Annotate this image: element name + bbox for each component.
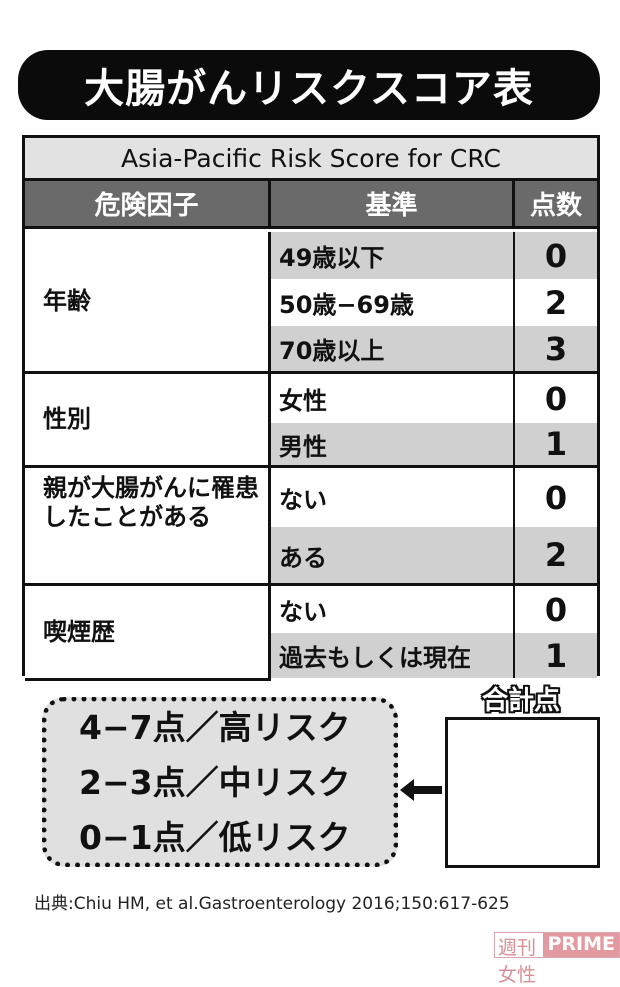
source-citation: 出典:Chiu HM, et al.Gastroenterology 2016;… xyxy=(34,894,510,914)
factor-cell: 喫煙歴 xyxy=(25,586,271,681)
risk-legend: 4−7点／高リスク 2−3点／中リスク 0−1点／低リスク xyxy=(42,697,398,867)
arrow-left-icon xyxy=(400,779,442,801)
criteria-cell: 女性 xyxy=(271,374,515,423)
total-score-box[interactable] xyxy=(445,717,600,868)
points-cell: 1 xyxy=(515,633,597,678)
factor-cell: 性別 xyxy=(25,374,271,468)
points-cell: 0 xyxy=(515,586,597,633)
watermark-part2: PRIME xyxy=(543,933,619,957)
legend-mid-risk: 2−3点／中リスク xyxy=(79,762,351,802)
points-cell: 2 xyxy=(515,527,597,583)
points-cell: 0 xyxy=(515,374,597,423)
criteria-cell: 過去もしくは現在 xyxy=(271,633,515,678)
watermark-logo: 週刊女性 PRIME xyxy=(494,932,620,986)
header-factor: 危険因子 xyxy=(25,181,271,229)
points-cell: 1 xyxy=(515,423,597,465)
group-divider xyxy=(25,583,597,586)
total-label: 合計点 xyxy=(481,686,560,716)
criteria-cell: ない xyxy=(271,468,515,527)
legend-low-risk: 0−1点／低リスク xyxy=(79,817,351,857)
group-divider xyxy=(25,465,597,468)
factor-cell: 年齢 xyxy=(25,232,271,374)
criteria-cell: 男性 xyxy=(271,423,515,465)
points-cell: 0 xyxy=(515,232,597,279)
criteria-cell: 50歳−69歳 xyxy=(271,279,515,326)
page-title: 大腸がんリスクスコア表 xyxy=(18,50,600,120)
header-criteria: 基準 xyxy=(271,181,515,229)
risk-score-table: Asia-Pacific Risk Score for CRC 危険因子 基準 … xyxy=(22,135,600,681)
criteria-cell: ない xyxy=(271,586,515,633)
group-divider xyxy=(25,371,597,374)
points-cell: 0 xyxy=(515,468,597,527)
watermark-part1: 週刊女性 xyxy=(495,933,544,986)
factor-cell: 親が大腸がんに罹患したことがある xyxy=(25,468,271,586)
criteria-cell: 70歳以上 xyxy=(271,326,515,371)
points-cell: 2 xyxy=(515,279,597,326)
criteria-cell: ある xyxy=(271,527,515,583)
points-cell: 3 xyxy=(515,326,597,371)
header-points: 点数 xyxy=(515,181,597,229)
criteria-cell: 49歳以下 xyxy=(271,232,515,279)
legend-high-risk: 4−7点／高リスク xyxy=(79,707,351,747)
table-subtitle: Asia-Pacific Risk Score for CRC xyxy=(25,138,597,181)
